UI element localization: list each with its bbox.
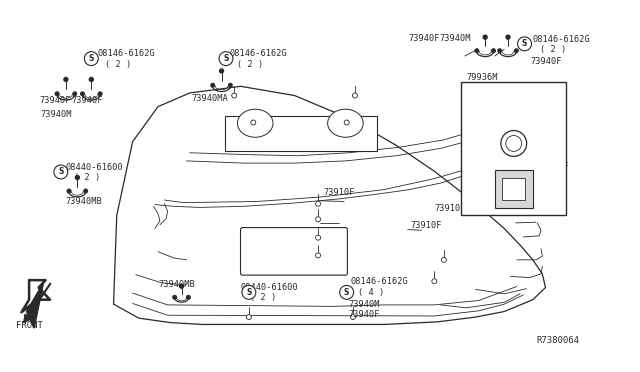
Circle shape: [211, 83, 214, 87]
Circle shape: [67, 189, 71, 193]
Circle shape: [246, 315, 252, 320]
Text: 08440-61600: 08440-61600: [66, 163, 124, 172]
Text: ( 2 ): ( 2 ): [106, 60, 132, 69]
Text: 73940F: 73940F: [409, 34, 440, 43]
Circle shape: [99, 92, 102, 96]
Circle shape: [219, 52, 233, 65]
Circle shape: [173, 295, 177, 299]
Bar: [502, 178, 525, 201]
Circle shape: [54, 165, 68, 179]
Text: 73940F: 73940F: [531, 57, 563, 66]
Text: 08146-6162G: 08146-6162G: [532, 35, 591, 44]
Circle shape: [64, 77, 68, 81]
Bar: [461, 82, 566, 215]
Text: ( 2 ): ( 2 ): [74, 173, 100, 182]
Circle shape: [316, 201, 321, 206]
Circle shape: [340, 285, 354, 299]
Bar: [495, 170, 532, 208]
Circle shape: [187, 295, 190, 299]
Ellipse shape: [328, 109, 363, 137]
Text: 73940MB: 73940MB: [66, 197, 102, 206]
Text: 73940M: 73940M: [349, 300, 380, 309]
Text: 73940F: 73940F: [39, 96, 71, 105]
Text: ( 2 ): ( 2 ): [540, 45, 566, 54]
Circle shape: [515, 49, 518, 52]
Circle shape: [483, 35, 487, 39]
Circle shape: [76, 176, 79, 179]
Circle shape: [498, 49, 502, 52]
Circle shape: [316, 235, 321, 240]
Circle shape: [432, 279, 437, 284]
Text: 73940F: 73940F: [71, 96, 102, 105]
Circle shape: [353, 93, 357, 98]
Text: ( 4 ): ( 4 ): [358, 288, 385, 297]
Circle shape: [228, 83, 232, 87]
Circle shape: [180, 284, 184, 288]
Text: S: S: [522, 39, 527, 48]
Text: 73940F: 73940F: [349, 310, 380, 319]
Circle shape: [475, 49, 479, 52]
Circle shape: [251, 120, 256, 125]
Text: S: S: [223, 54, 228, 63]
Text: 08146-6162G: 08146-6162G: [98, 49, 156, 58]
Circle shape: [351, 315, 355, 320]
Circle shape: [220, 69, 223, 73]
Text: 73910F: 73910F: [435, 203, 466, 213]
Circle shape: [316, 217, 321, 222]
Circle shape: [492, 49, 495, 52]
Circle shape: [84, 52, 99, 65]
Text: S: S: [88, 54, 94, 63]
Text: UTILITY HOOK: UTILITY HOOK: [465, 208, 525, 217]
Text: S: S: [344, 288, 349, 297]
Circle shape: [232, 93, 237, 98]
Text: ( 2 ): ( 2 ): [250, 293, 276, 302]
Circle shape: [81, 92, 84, 96]
Circle shape: [442, 257, 446, 262]
Text: 73940M: 73940M: [40, 109, 72, 119]
Bar: [225, 116, 377, 151]
Text: 73940MB: 73940MB: [158, 280, 195, 289]
Circle shape: [344, 120, 349, 125]
Text: S: S: [58, 167, 63, 176]
Circle shape: [316, 253, 321, 258]
Circle shape: [518, 37, 531, 51]
Text: 739B0: 739B0: [541, 185, 567, 194]
Text: 79936M: 79936M: [466, 73, 498, 81]
Text: S: S: [246, 288, 252, 297]
Text: 73910F: 73910F: [410, 221, 442, 230]
Text: 08440-61600: 08440-61600: [241, 283, 298, 292]
Text: 73910F: 73910F: [537, 162, 569, 171]
Text: ( 2 ): ( 2 ): [237, 60, 264, 69]
Text: FRONT: FRONT: [17, 321, 44, 330]
Circle shape: [90, 77, 93, 81]
Text: 08146-6162G: 08146-6162G: [230, 49, 287, 58]
FancyBboxPatch shape: [241, 228, 348, 275]
Circle shape: [84, 189, 88, 193]
Circle shape: [506, 35, 510, 39]
Text: 73940MA: 73940MA: [192, 94, 228, 103]
Circle shape: [55, 92, 59, 96]
Circle shape: [73, 92, 77, 96]
Text: 08146-6162G: 08146-6162G: [351, 278, 408, 286]
Ellipse shape: [237, 109, 273, 137]
Circle shape: [242, 285, 256, 299]
Text: R7380064: R7380064: [536, 336, 579, 345]
Text: 73910F: 73910F: [323, 188, 355, 197]
Polygon shape: [26, 282, 44, 328]
Text: 73940M: 73940M: [440, 34, 471, 43]
